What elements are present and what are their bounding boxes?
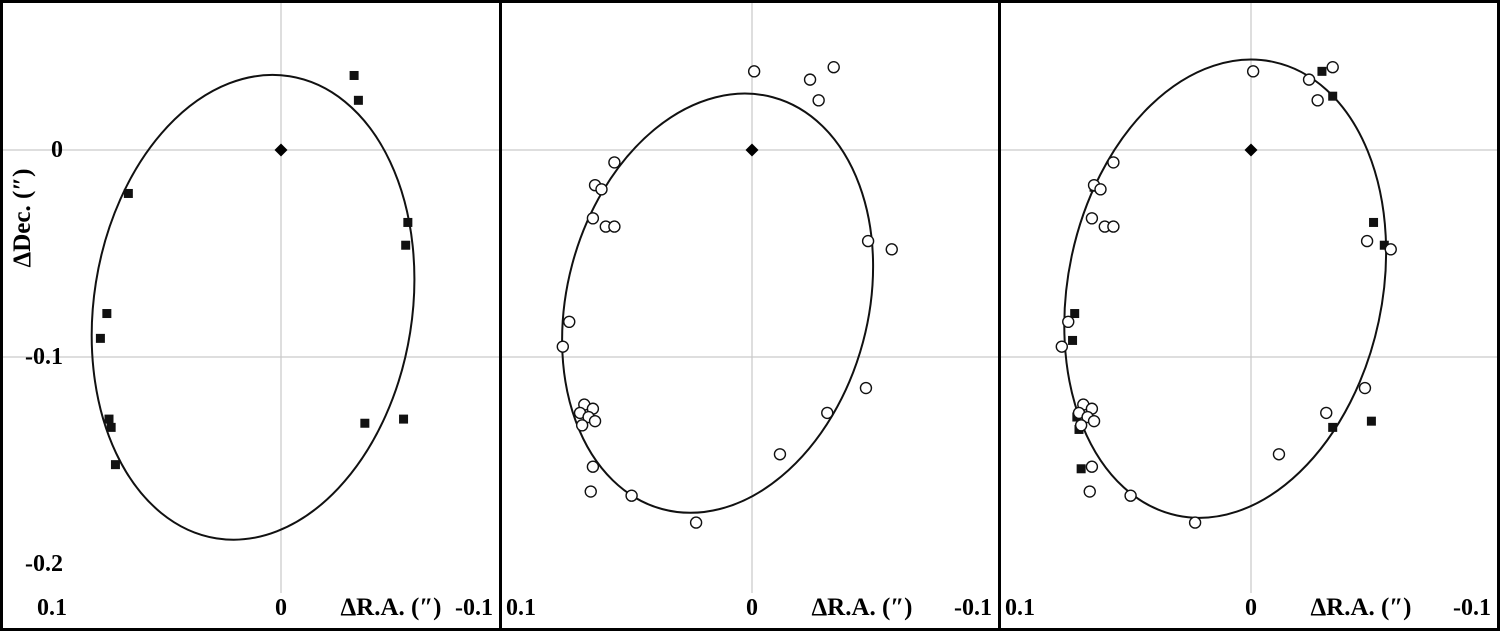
x-tick-neg01: -0.1 <box>954 595 992 621</box>
panel-right: 0.1 0 ΔR.A. (″) -0.1 <box>998 3 1497 628</box>
x-axis-title: ΔR.A. (″) <box>811 594 913 621</box>
data-point-circle <box>1107 156 1120 169</box>
data-point-square <box>95 333 105 343</box>
data-point-circle <box>563 315 576 329</box>
data-point-square <box>1076 464 1086 474</box>
data-point-circle <box>803 73 817 86</box>
data-point-circle <box>556 340 569 353</box>
x-tick-neg01: -0.1 <box>1453 595 1491 621</box>
data-point-square <box>1366 416 1376 426</box>
orbit-ellipse <box>561 92 875 514</box>
data-point-square <box>349 70 359 80</box>
data-point-circle <box>608 156 621 169</box>
y-tick-neg01: -0.1 <box>25 344 63 370</box>
data-point-circle <box>1326 60 1339 74</box>
panel-svg <box>3 3 499 593</box>
data-point-square <box>1068 335 1078 345</box>
data-point-circle <box>575 419 589 432</box>
data-point-circle <box>1124 489 1137 502</box>
data-point-square <box>104 414 114 424</box>
data-point-circle <box>1246 65 1260 78</box>
panel-svg <box>502 3 998 593</box>
data-point-circle <box>586 460 600 473</box>
data-point-circle <box>625 489 638 502</box>
data-point-circle <box>584 485 597 498</box>
data-point-circle <box>1360 234 1374 248</box>
orbit-ellipse <box>90 73 416 541</box>
data-point-circle <box>1085 212 1099 225</box>
x-tick-01: 0.1 <box>37 595 67 621</box>
panel-middle: 0.1 0 ΔR.A. (″) -0.1 <box>499 3 998 628</box>
data-point-square <box>399 414 409 424</box>
x-tick-01: 0.1 <box>1005 595 1035 621</box>
data-point-square <box>1369 217 1379 227</box>
data-point-circle <box>1083 485 1096 498</box>
data-point-square <box>360 418 370 428</box>
data-point-square <box>102 309 112 319</box>
data-point-circle <box>812 94 825 107</box>
data-point-circle <box>859 381 873 395</box>
data-point-circle <box>1188 516 1202 529</box>
data-point-circle <box>1311 94 1324 107</box>
orbit-ellipse <box>1063 58 1388 519</box>
data-point-square <box>403 217 413 227</box>
data-point-circle <box>1094 183 1107 196</box>
data-point-circle <box>1085 460 1099 473</box>
x-tick-0: 0 <box>1245 595 1257 621</box>
data-point-circle <box>689 516 703 529</box>
data-point-square <box>1317 66 1327 76</box>
data-point-circle <box>1384 243 1397 256</box>
data-point-circle <box>1055 340 1068 353</box>
x-tick-neg01: -0.1 <box>455 595 493 621</box>
data-point-circle <box>1358 381 1372 395</box>
y-tick-neg02: -0.2 <box>25 551 63 577</box>
x-tick-0: 0 <box>275 595 287 621</box>
data-point-circle <box>608 220 621 233</box>
x-tick-0: 0 <box>746 595 758 621</box>
data-point-circle <box>1320 406 1333 420</box>
data-point-circle <box>773 448 787 461</box>
panel-svg <box>1001 3 1497 593</box>
data-point-square <box>1070 309 1080 319</box>
data-point-circle <box>1074 419 1088 432</box>
data-point-circle <box>1272 448 1286 461</box>
data-point-square <box>106 422 116 432</box>
data-point-circle <box>586 212 600 225</box>
data-point-circle <box>827 60 840 74</box>
data-point-square <box>1379 240 1389 250</box>
data-point-circle <box>885 243 898 256</box>
data-point-circle <box>1087 414 1101 428</box>
origin-diamond <box>745 143 759 157</box>
data-point-square <box>353 95 363 105</box>
data-point-circle <box>1107 220 1120 233</box>
y-tick-0: 0 <box>51 137 63 163</box>
data-point-square <box>1328 91 1338 101</box>
data-point-circle <box>861 234 875 248</box>
data-point-circle <box>1302 73 1316 86</box>
origin-diamond <box>1244 143 1258 157</box>
data-point-circle <box>595 183 608 196</box>
data-point-circle <box>1062 315 1075 329</box>
origin-diamond <box>274 143 288 157</box>
x-axis-title: ΔR.A. (″) <box>1310 594 1412 621</box>
data-point-square <box>401 240 411 250</box>
x-axis-title: ΔR.A. (″) <box>340 594 442 621</box>
data-point-square <box>110 460 120 470</box>
data-point-circle <box>747 65 761 78</box>
data-point-circle <box>588 414 602 428</box>
panel-left: ΔDec. (″) 0 -0.1 -0.2 0.1 0 ΔR.A. (″) -0… <box>3 3 499 628</box>
data-point-square <box>123 188 133 198</box>
data-point-square <box>1328 422 1338 432</box>
data-point-circle <box>821 406 834 420</box>
x-tick-01: 0.1 <box>506 595 536 621</box>
